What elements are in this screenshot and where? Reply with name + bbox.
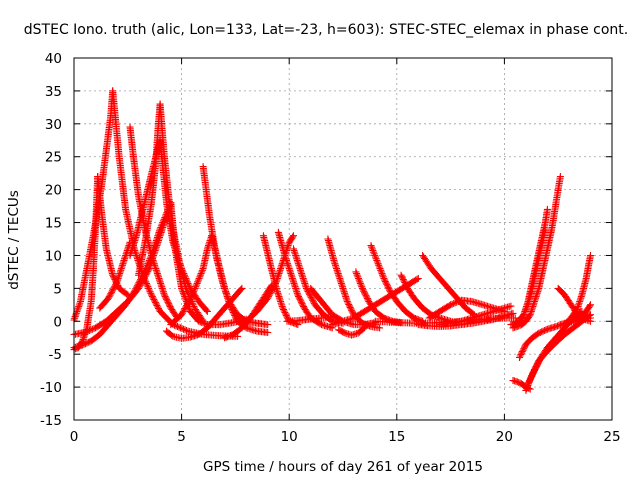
data-series: [94, 173, 132, 299]
x-tick-label: 20: [496, 429, 513, 445]
y-axis-label: dSTEC / TECUs: [6, 190, 22, 290]
x-tick-label: 5: [177, 429, 186, 445]
x-tick-label: 25: [603, 429, 620, 445]
y-tick-label: -5: [49, 347, 62, 363]
data-series: [367, 242, 427, 325]
data-marks: [70, 87, 594, 394]
y-tick-label: 25: [45, 150, 62, 166]
axis-ticks: 0 5 10 15 20 25 -15 -10 -5 0 5 10 15 20 25 30 35 40: [40, 51, 621, 445]
y-tick-label: 0: [53, 314, 62, 330]
x-axis-label: GPS time / hours of day 261 of year 2015: [203, 459, 483, 475]
y-tick-label: 10: [45, 248, 62, 264]
y-tick-label: 15: [45, 216, 62, 232]
x-tick-label: 0: [70, 429, 79, 445]
chart-title: dSTEC Iono. truth (alic, Lon=133, Lat=-2…: [24, 22, 628, 38]
y-tick-label: 30: [45, 117, 62, 133]
data-series: [511, 225, 549, 327]
plot-frame: [73, 57, 613, 421]
data-series: [96, 238, 134, 312]
y-tick-label: -10: [40, 380, 62, 396]
grid: [74, 58, 612, 420]
x-tick-label: 15: [388, 429, 405, 445]
data-series: [561, 252, 594, 329]
data-series: [352, 268, 405, 327]
data-series: [419, 252, 478, 319]
y-tick-label: 20: [45, 183, 62, 199]
y-tick-label: 40: [45, 51, 62, 67]
data-series: [167, 232, 216, 329]
data-series: [522, 311, 594, 394]
data-series: [414, 309, 517, 330]
data-series: [335, 324, 368, 339]
data-series: [509, 173, 564, 332]
data-series: [397, 271, 455, 325]
data-series: [565, 301, 594, 325]
y-tick-label: 35: [45, 84, 62, 100]
y-tick-label: 5: [53, 281, 62, 297]
y-tick-label: -15: [40, 413, 62, 429]
data-series: [283, 313, 336, 325]
x-tick-label: 10: [281, 429, 298, 445]
